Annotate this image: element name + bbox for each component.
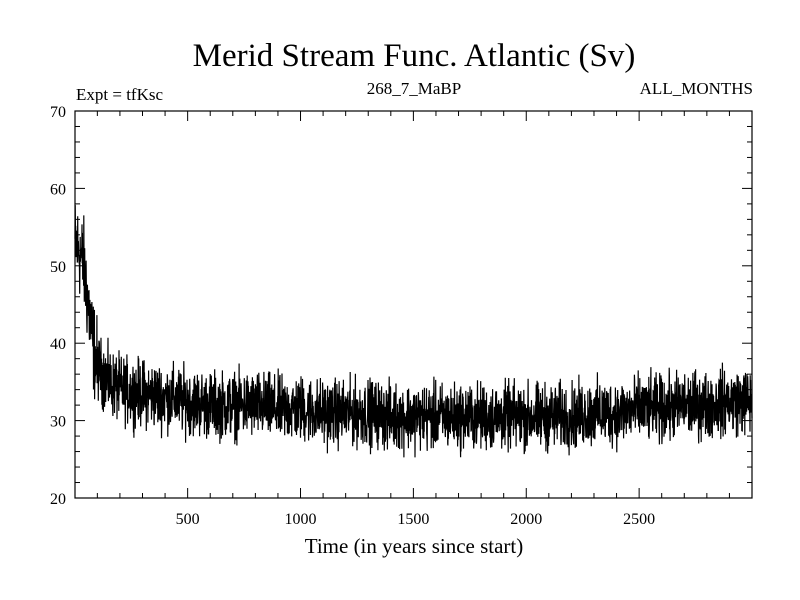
- x-axis-label: Time (in years since start): [305, 534, 524, 558]
- y-tick-label: 50: [50, 259, 66, 276]
- y-tick-label: 70: [50, 104, 66, 121]
- run-label: 268_7_MaBP: [367, 79, 461, 98]
- ticks-layer: [75, 110, 752, 499]
- y-tick-label: 20: [50, 491, 66, 508]
- x-tick-label: 2500: [623, 511, 655, 528]
- x-tick-labels: 500 1000 1500 2000 2500: [176, 511, 655, 528]
- y-tick-label: 60: [50, 181, 66, 198]
- y-tick-label: 40: [50, 336, 66, 353]
- chart-title: Merid Stream Func. Atlantic (Sv): [193, 38, 636, 74]
- series-layer: [74, 205, 753, 458]
- x-tick-label: 1500: [397, 511, 429, 528]
- x-tick-label: 2000: [510, 511, 542, 528]
- x-tick-label: 1000: [285, 511, 317, 528]
- y-tick-label: 30: [50, 414, 66, 431]
- expt-label: Expt = tfKsc: [76, 85, 163, 104]
- y-tick-labels: 20 30 40 50 60 70: [50, 104, 66, 508]
- x-tick-label: 500: [176, 511, 200, 528]
- plot-frame: [74, 110, 753, 499]
- months-label: ALL_MONTHS: [640, 79, 753, 98]
- series-line: [74, 205, 753, 458]
